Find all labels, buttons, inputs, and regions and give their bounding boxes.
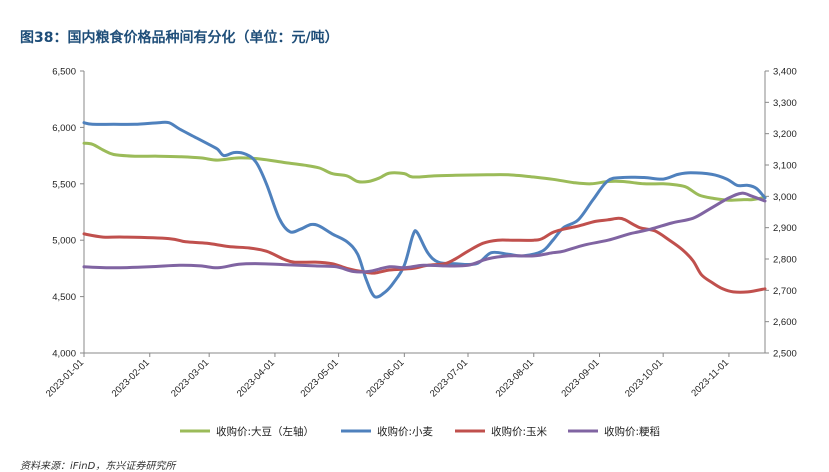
x-tick-label: 2023-09-01 xyxy=(559,357,601,399)
axes xyxy=(83,71,766,354)
ticks: 4,000 4,500 5,000 5,500 6,000 6,500 2,500 2,600… xyxy=(44,67,797,400)
x-tick-label: 2023-03-01 xyxy=(169,357,211,399)
y-left-tick-label: 6,500 xyxy=(52,67,76,78)
y-right-tick-label: 2,600 xyxy=(773,317,797,328)
legend: 收购价:大豆（左轴） 收购价:小麦 收购价:玉米 收购价:粳稻 xyxy=(180,425,660,438)
series-line-0 xyxy=(82,141,767,202)
y-right-tick-label: 2,900 xyxy=(773,223,797,234)
legend-label-2: 收购价:玉米 xyxy=(491,425,548,438)
x-tick-label: 2023-06-01 xyxy=(364,357,406,399)
x-tick-label: 2023-02-01 xyxy=(110,357,152,399)
y-right-tick-label: 3,000 xyxy=(773,192,797,203)
x-tick-label: 2023-07-01 xyxy=(428,357,470,399)
y-left-tick-label: 4,000 xyxy=(52,349,76,360)
legend-label-0: 收购价:大豆（左轴） xyxy=(216,425,314,438)
x-tick-label: 2023-01-01 xyxy=(44,357,86,399)
series-line-2 xyxy=(82,216,767,294)
x-tick-label: 2023-10-01 xyxy=(623,357,665,399)
series-line-1 xyxy=(82,120,767,299)
series-line-3 xyxy=(82,191,767,274)
x-tick-label: 2023-05-01 xyxy=(299,357,341,399)
y-right-tick-label: 3,200 xyxy=(773,129,797,140)
y-right-tick-label: 3,400 xyxy=(773,67,797,78)
y-right-tick-label: 2,800 xyxy=(773,255,797,266)
y-left-tick-label: 5,000 xyxy=(52,236,76,247)
y-right-tick-label: 2,700 xyxy=(773,286,797,297)
y-right-tick-label: 3,300 xyxy=(773,98,797,109)
y-right-tick-label: 3,100 xyxy=(773,161,797,172)
chart-title: 图38：国内粮食价格品种间有分化（单位：元/吨） xyxy=(20,30,339,46)
series-lines xyxy=(82,120,767,299)
y-left-tick-label: 4,500 xyxy=(52,292,76,303)
legend-label-1: 收购价:小麦 xyxy=(377,425,434,438)
legend-label-3: 收购价:粳稻 xyxy=(604,425,660,438)
x-tick-label: 2023-04-01 xyxy=(235,357,277,399)
source-note: 资料来源：iFinD，东兴证券研究所 xyxy=(20,461,176,472)
y-left-tick-label: 6,000 xyxy=(52,123,76,134)
x-tick-label: 2023-11-01 xyxy=(689,357,731,399)
y-left-tick-label: 5,500 xyxy=(52,179,76,190)
x-tick-label: 2023-08-01 xyxy=(494,357,536,399)
y-right-tick-label: 2,500 xyxy=(773,349,797,360)
